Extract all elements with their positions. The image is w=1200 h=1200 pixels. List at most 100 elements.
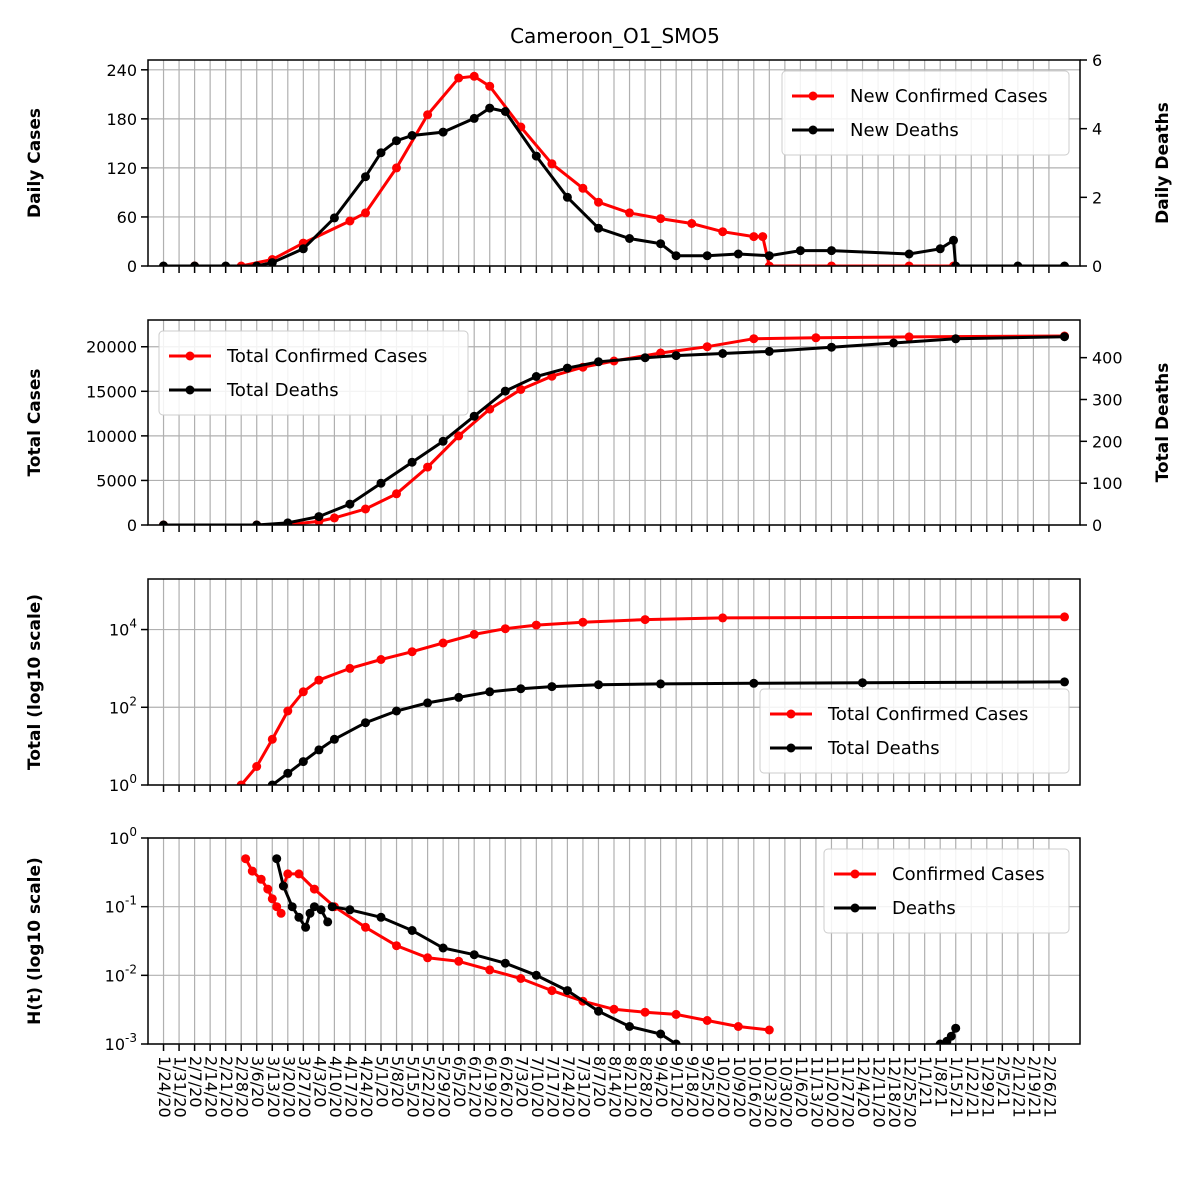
x-tick-label: 9/18/20 (683, 1056, 702, 1118)
deaths-series-point (946, 1031, 956, 1041)
x-tick-label: 2/14/20 (202, 1056, 221, 1118)
x-tick-label: 5/15/20 (404, 1056, 423, 1118)
total-confirmed-cases-series-point (469, 629, 479, 639)
x-tick-label: 4/10/20 (326, 1056, 345, 1118)
new-deaths-series-point (656, 239, 666, 249)
deaths-series-point (294, 912, 304, 922)
x-tick-label: 10/16/20 (745, 1056, 764, 1128)
new-deaths-series-point (438, 127, 448, 137)
deaths-series-point (671, 1039, 681, 1044)
total-confirmed-cases-series-point (376, 655, 386, 664)
total-deaths-series-point (329, 734, 339, 744)
total-confirmed-cases-series-point (298, 687, 308, 697)
total-deaths-series-point (594, 680, 603, 690)
new-confirmed-cases-series-point (469, 71, 479, 81)
panel-4: 10-3 10-2 10-1 100 H(t) (log10 scale) Confirm… (25, 825, 1081, 1054)
legend-swatch-marker (786, 709, 796, 719)
total-deaths-series-point (159, 520, 168, 525)
legend-box (158, 330, 469, 416)
x-tick-label: 6/26/20 (497, 1056, 516, 1118)
y-tick-label: 10-1 (105, 894, 137, 917)
confirmed-cases-series-point (764, 1025, 774, 1035)
total-confirmed-cases-series-point (423, 462, 433, 472)
confirmed-cases-series-point (276, 908, 286, 918)
new-confirmed-cases-series-point (578, 183, 588, 193)
legend-label: Deaths (892, 898, 956, 919)
x-tick-label: 12/4/20 (854, 1056, 873, 1118)
total-deaths-series-point (454, 692, 464, 702)
legend-label: Total Confirmed Cases (226, 346, 427, 367)
legend-box (759, 688, 1070, 774)
new-deaths-series-point (625, 234, 634, 243)
x-tick-label: 2/5/21 (994, 1056, 1013, 1108)
y-tick-label: 102 (109, 694, 137, 717)
panel-3: 100 102 104 Total (log10 scale) Total Confir… (25, 578, 1081, 795)
legend-label: Total Deaths (226, 380, 339, 401)
new-deaths-series-point (252, 261, 262, 266)
y-axis-label: Total (log10 scale) (25, 594, 45, 770)
total-deaths-series-point (314, 745, 324, 755)
legend-box (823, 848, 1070, 934)
x-tick-label: 11/6/20 (792, 1056, 811, 1118)
confirmed-cases-series-point (309, 884, 319, 894)
confirmed-cases-series-point (485, 965, 495, 975)
confirmed-cases-series-point (263, 884, 273, 894)
total-deaths-series-point (485, 687, 495, 697)
total-confirmed-cases-series-point (314, 675, 324, 685)
y-tick-label: 0 (127, 516, 137, 535)
confirmed-cases-series-point (392, 941, 401, 951)
confirmed-cases-series-point (294, 869, 304, 879)
x-tick-label: 9/11/20 (668, 1056, 687, 1118)
x-tick-label: 4/3/20 (310, 1056, 329, 1108)
total-confirmed-cases-series-point (749, 334, 759, 344)
new-confirmed-cases-series-point (749, 232, 759, 242)
total-deaths-series-point (298, 757, 308, 767)
total-confirmed-cases-series-point (516, 385, 526, 394)
y-tick-label: 60 (117, 208, 137, 227)
y-tick-label: 10-2 (105, 962, 137, 985)
x-tick-label: 7/17/20 (543, 1056, 562, 1118)
y2-tick-label: 2 (1092, 188, 1102, 207)
total-deaths-series-point (951, 334, 961, 344)
total-deaths-series-point (423, 698, 433, 708)
confirmed-cases-series-point (733, 1022, 743, 1031)
x-tick-label: 5/29/20 (435, 1056, 454, 1118)
deaths-series-point (309, 902, 319, 912)
y-tick-label: 100 (109, 825, 137, 848)
confirmed-cases-series-point (361, 922, 370, 932)
new-confirmed-cases-series-point (423, 110, 433, 120)
x-tick-label: 2/28/20 (233, 1056, 252, 1118)
confirmed-cases-series-point (702, 1016, 712, 1025)
total-deaths-series-point (407, 457, 417, 467)
total-deaths-series-point (656, 679, 666, 689)
deaths-series-point (327, 902, 337, 912)
deaths-series-point (287, 902, 297, 912)
new-confirmed-cases-series-point (718, 227, 728, 237)
y2-tick-label: 300 (1092, 390, 1123, 409)
legend-swatch-marker (808, 125, 818, 135)
new-confirmed-cases-series-point (454, 73, 464, 83)
y2-tick-label: 400 (1092, 349, 1123, 368)
legend-swatch-marker (786, 743, 796, 753)
confirmed-cases-series-point (241, 854, 251, 864)
x-tick-label: 10/2/20 (714, 1056, 733, 1118)
new-deaths-series-point (376, 148, 386, 158)
legend: Confirmed Cases Deaths (823, 848, 1070, 934)
x-axis-ticks: 1/24/201/31/202/7/202/14/202/21/202/28/2… (155, 1056, 1059, 1128)
y-tick-label: 100 (109, 772, 137, 795)
total-confirmed-cases-series-point (718, 613, 728, 623)
x-tick-label: 11/20/20 (823, 1056, 842, 1128)
new-deaths-series-point (531, 151, 541, 161)
total-deaths-series-point (345, 499, 355, 509)
total-deaths-series-point (749, 678, 759, 688)
y2-tick-label: 6 (1092, 51, 1102, 70)
x-tick-label: 12/11/20 (870, 1056, 889, 1128)
deaths-series-point (531, 970, 541, 980)
x-tick-label: 8/7/20 (590, 1056, 609, 1108)
legend-swatch-marker (808, 91, 818, 101)
new-deaths-series-point (764, 251, 774, 261)
total-deaths-series-point (500, 386, 510, 396)
deaths-series-point (407, 926, 417, 935)
legend: New Confirmed Cases New Deaths (781, 70, 1070, 156)
total-confirmed-cases-series-point (392, 489, 401, 499)
